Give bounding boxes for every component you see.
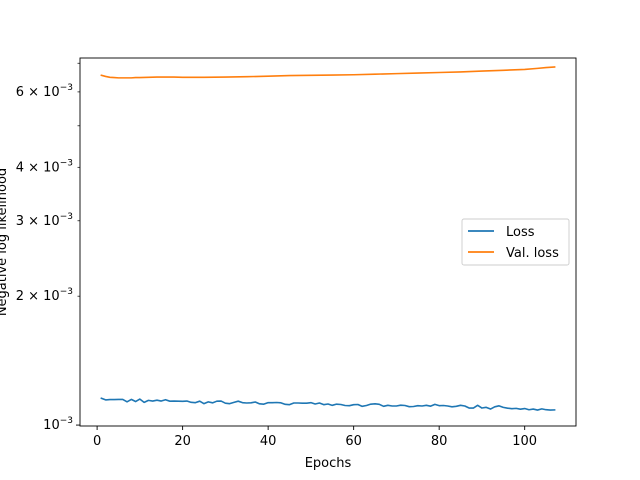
x-tick-label: 0 <box>93 434 101 449</box>
legend-label-loss: Loss <box>506 225 535 240</box>
y-major-tick-label: 10−3 <box>43 416 73 433</box>
x-tick-label: 60 <box>345 434 362 449</box>
x-axis-label: Epochs <box>305 456 352 471</box>
y-minor-tick-label: 3 × 10−3 <box>16 212 73 229</box>
x-tick-label: 20 <box>174 434 191 449</box>
series-line-val-loss <box>100 66 556 79</box>
y-axis-label: Negative log likelihood <box>0 168 10 316</box>
y-minor-tick-label: 2 × 10−3 <box>16 287 73 304</box>
legend-label-val-loss: Val. loss <box>506 246 559 261</box>
x-tick-label: 100 <box>512 434 537 449</box>
y-minor-tick-label: 6 × 10−3 <box>16 83 73 100</box>
x-tick-label: 40 <box>260 434 277 449</box>
y-minor-tick-label: 4 × 10−3 <box>16 158 73 175</box>
series-line-loss <box>100 397 556 411</box>
axes-frame <box>79 57 577 427</box>
x-tick-label: 80 <box>431 434 448 449</box>
legend: Loss Val. loss <box>461 218 570 266</box>
axes: 0 20 40 60 80 100 10−3 2 × 10−3 3 × 10−3 4 × 10−3… <box>16 57 577 449</box>
plot-area <box>100 66 556 411</box>
